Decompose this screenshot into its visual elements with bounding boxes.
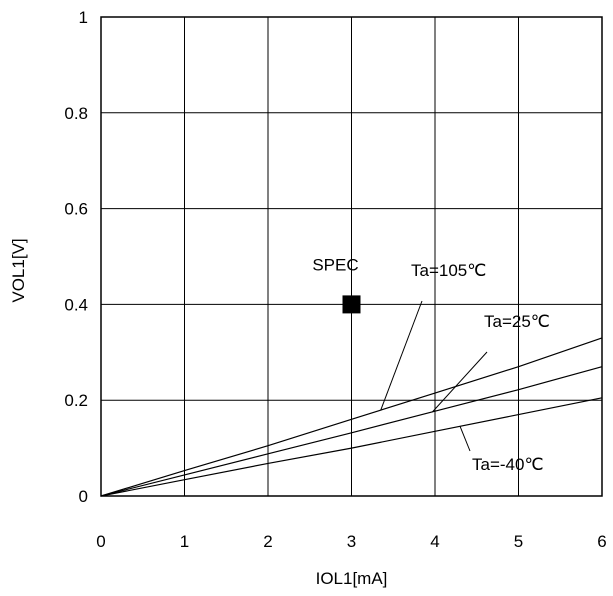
series-line-1 xyxy=(100,366,603,497)
spec-marker xyxy=(342,295,361,314)
x-tick-label: 0 xyxy=(96,532,105,551)
x-tick-label: 2 xyxy=(263,532,272,551)
series-label-2: Ta=-40℃ xyxy=(472,455,544,474)
y-tick-label: 0.8 xyxy=(64,104,88,123)
annotation-leader-line xyxy=(380,300,423,411)
series-line-2 xyxy=(100,397,603,497)
y-tick-label: 0.2 xyxy=(64,391,88,410)
plot-frame xyxy=(100,16,603,497)
x-axis-label: IOL1[mA] xyxy=(316,569,388,588)
x-tick-label: 3 xyxy=(347,532,356,551)
annotation-leader-line xyxy=(432,351,488,413)
series-label-1: Ta=25℃ xyxy=(484,312,550,331)
y-tick-label: 1 xyxy=(79,8,88,27)
series-label-0: Ta=105℃ xyxy=(411,261,486,280)
x-tick-label: 6 xyxy=(597,532,606,551)
series-lines xyxy=(100,337,603,497)
tick-labels: 0 1 2 3 4 5 6 0 0.2 0.4 0.6 0.8 1 xyxy=(64,8,606,551)
y-axis-label: VOL1[V] xyxy=(9,238,28,302)
y-tick-label: 0.4 xyxy=(64,295,88,314)
x-tick-label: 5 xyxy=(514,532,523,551)
annotations: SPEC Ta=105℃ Ta=25℃ Ta=-40℃ xyxy=(312,255,550,474)
x-tick-label: 4 xyxy=(430,532,439,551)
annotation-leader-line xyxy=(459,426,471,452)
spec-label: SPEC xyxy=(312,255,358,274)
series-line-0 xyxy=(100,337,603,497)
spec-marker-layer xyxy=(342,295,361,314)
x-tick-label: 1 xyxy=(180,532,189,551)
y-tick-label: 0.6 xyxy=(64,200,88,219)
y-tick-label: 0 xyxy=(79,487,88,506)
